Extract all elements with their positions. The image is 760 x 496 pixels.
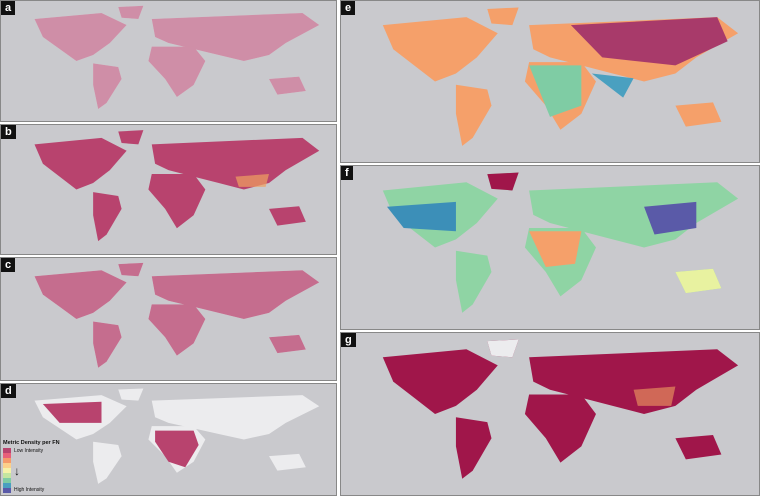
map (34, 388, 320, 484)
map (34, 5, 320, 109)
panel-label: a (1, 1, 16, 15)
panel-label: f (341, 166, 353, 180)
panel-label: d (1, 384, 16, 398)
map-panel: c (0, 257, 337, 381)
map-panel: f (340, 165, 760, 330)
map-panel: g (340, 332, 760, 496)
legend-high: High Intensity (14, 487, 45, 493)
map (382, 339, 739, 479)
map (34, 130, 320, 242)
map-panel: a (0, 0, 337, 122)
panel-label: c (1, 258, 16, 272)
legend-low: Low Intensity (14, 448, 44, 454)
panel-label: e (341, 1, 356, 15)
legend: Metric Density per FN Low Intensity ↓ Hi… (3, 440, 60, 493)
map-panel: b (0, 124, 337, 255)
map-panel: e (340, 0, 760, 163)
map (34, 262, 320, 368)
map (382, 172, 739, 313)
map-panel: d Metric Density per FN Low Intensity ↓ … (0, 383, 337, 496)
panel-label: b (1, 125, 16, 139)
panel-label: g (341, 333, 356, 347)
legend-title: Metric Density per FN (3, 440, 60, 446)
map (382, 7, 739, 146)
